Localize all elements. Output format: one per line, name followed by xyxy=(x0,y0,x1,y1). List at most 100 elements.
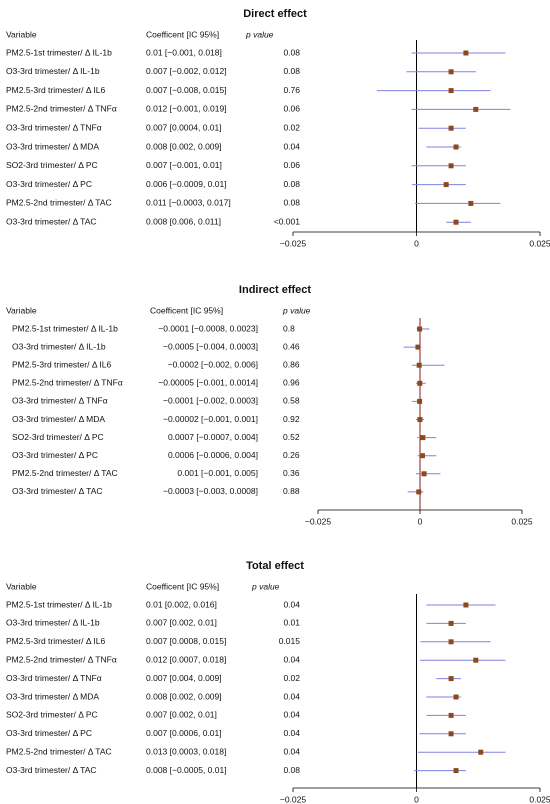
coefficient-label: 0.007 [−0.001, 0.01] xyxy=(146,160,222,170)
p-value: 0.88 xyxy=(283,486,300,496)
point-estimate xyxy=(415,344,421,350)
coefficient-label: 0.007 [−0.002, 0.012] xyxy=(146,66,227,76)
coefficient-label: 0.008 [−0.0005, 0.01] xyxy=(146,765,227,775)
column-header: p value xyxy=(282,305,311,315)
coefficient-label: −0.00002 [−0.001, 0.001] xyxy=(163,414,258,424)
point-estimate xyxy=(448,88,454,94)
point-estimate xyxy=(463,50,469,56)
coefficient-label: 0.01 [−0.001, 0.018] xyxy=(146,47,222,57)
row-label: PM2.5-1st trimester/ Δ IL-1b xyxy=(6,47,112,57)
column-header: Variable xyxy=(6,305,37,315)
row-label: SO2-3rd trimester/ Δ PC xyxy=(6,710,98,720)
point-estimate xyxy=(417,417,423,422)
row-label: O3-3rd trimester/ Δ IL-1b xyxy=(12,341,106,351)
p-value: 0.04 xyxy=(283,691,300,701)
row-label: PM2.5-2nd trimester/ Δ TNFα xyxy=(6,654,117,664)
coefficient-label: −0.0001 [−0.0008, 0.0023] xyxy=(158,323,258,333)
row-label: PM2.5-3rd trimester/ Δ IL6 xyxy=(6,85,105,95)
point-estimate xyxy=(420,435,426,441)
p-value: 0.08 xyxy=(283,198,300,208)
column-header: p value xyxy=(251,581,280,591)
column-header: Coefficent [IC 95%] xyxy=(146,581,219,591)
p-value: 0.96 xyxy=(283,378,300,388)
row-label: PM2.5-2nd trimester/ Δ TNFα xyxy=(6,104,117,114)
coefficient-label: −0.0001 [−0.002, 0.0003] xyxy=(163,396,258,406)
coefficient-label: 0.0007 [−0.0007, 0.004] xyxy=(168,432,258,442)
row-label: O3-3rd trimester/ Δ PC xyxy=(6,179,92,189)
point-estimate xyxy=(478,749,484,755)
p-value: 0.06 xyxy=(283,104,300,114)
row-label: O3-3rd trimester/ Δ TAC xyxy=(12,486,103,496)
p-value: 0.04 xyxy=(283,710,300,720)
p-value: 0.08 xyxy=(283,179,300,189)
p-value: 0.76 xyxy=(283,85,300,95)
panel-title: Direct effect xyxy=(243,8,307,20)
row-label: O3-3rd trimester/ Δ MDA xyxy=(6,691,99,701)
point-estimate xyxy=(448,163,454,169)
p-value: 0.04 xyxy=(283,141,300,151)
row-label: PM2.5-3rd trimester/ Δ IL6 xyxy=(6,636,105,646)
x-tick-label: 0.025 xyxy=(529,794,550,804)
coefficient-label: −0.00005 [−0.001, 0.0014] xyxy=(158,378,258,388)
p-value: 0.04 xyxy=(283,654,300,664)
coefficient-label: 0.007 [0.0008, 0.015] xyxy=(146,636,226,646)
x-tick-label: 0 xyxy=(414,794,419,804)
row-label: O3-3rd trimester/ Δ TAC xyxy=(6,216,97,226)
point-estimate xyxy=(453,219,459,225)
point-estimate xyxy=(453,144,459,150)
point-estimate xyxy=(473,106,479,112)
coefficient-label: 0.006 [−0.0009, 0.01] xyxy=(146,179,227,189)
coefficient-label: 0.008 [0.002, 0.009] xyxy=(146,691,222,701)
p-value: 0.8 xyxy=(283,323,295,333)
column-header: Variable xyxy=(6,29,37,39)
point-estimate xyxy=(417,326,423,332)
point-estimate xyxy=(463,602,469,608)
column-header: Coefficent [IC 95%] xyxy=(150,305,223,315)
p-value: 0.58 xyxy=(283,396,300,406)
x-tick-label: −0.025 xyxy=(280,238,307,248)
coefficient-label: 0.0006 [−0.0006, 0.004] xyxy=(168,450,258,460)
coefficient-label: 0.007 [−0.008, 0.015] xyxy=(146,85,227,95)
p-value: 0.26 xyxy=(283,450,300,460)
row-label: O3-3rd trimester/ Δ TNFα xyxy=(12,396,108,406)
coefficient-label: 0.001 [−0.001, 0.005] xyxy=(177,468,258,478)
p-value: <0.001 xyxy=(274,216,301,226)
coefficient-label: 0.007 [0.004, 0.009] xyxy=(146,673,222,683)
coefficient-label: 0.008 [0.006, 0.011] xyxy=(146,216,221,226)
row-label: O3-3rd trimester/ Δ TNFα xyxy=(6,673,102,683)
row-label: O3-3rd trimester/ Δ TNFα xyxy=(6,122,102,132)
row-label: O3-3rd trimester/ Δ MDA xyxy=(6,141,99,151)
coefficient-label: 0.013 [0.0003, 0.018] xyxy=(146,746,226,756)
coefficient-label: −0.0002 [−0.002, 0.006] xyxy=(168,359,258,369)
point-estimate xyxy=(468,200,474,206)
p-value: 0.86 xyxy=(283,359,300,369)
point-estimate xyxy=(448,125,454,131)
row-label: SO2-3rd trimester/ Δ PC xyxy=(12,432,104,442)
x-tick-label: 0.025 xyxy=(511,516,533,526)
x-tick-label: 0.025 xyxy=(529,238,550,248)
point-estimate xyxy=(448,639,454,645)
coefficient-label: 0.007 [0.002, 0.01] xyxy=(146,710,217,720)
x-tick-label: 0 xyxy=(418,516,423,526)
coefficient-label: 0.007 [0.0004, 0.01] xyxy=(146,122,222,132)
p-value: 0.92 xyxy=(283,414,300,424)
column-header: p value xyxy=(245,29,274,39)
p-value: 0.02 xyxy=(283,122,300,132)
column-header: Coefficent [IC 95%] xyxy=(146,29,219,39)
panel-title: Total effect xyxy=(246,560,304,572)
coefficient-label: 0.012 [0.0007, 0.018] xyxy=(146,654,226,664)
p-value: 0.08 xyxy=(283,66,300,76)
coefficient-label: −0.0003 [−0.003, 0.0008] xyxy=(163,486,258,496)
coefficient-label: 0.008 [0.002, 0.009] xyxy=(146,141,222,151)
point-estimate xyxy=(448,731,454,737)
coefficient-label: 0.007 [0.002, 0.01] xyxy=(146,618,217,628)
coefficient-label: 0.012 [−0.001, 0.019] xyxy=(146,104,227,114)
point-estimate xyxy=(448,712,454,718)
point-estimate xyxy=(416,362,422,368)
point-estimate xyxy=(473,657,479,663)
row-label: O3-3rd trimester/ Δ MDA xyxy=(12,414,105,424)
point-estimate xyxy=(417,380,423,386)
point-estimate xyxy=(417,398,423,404)
